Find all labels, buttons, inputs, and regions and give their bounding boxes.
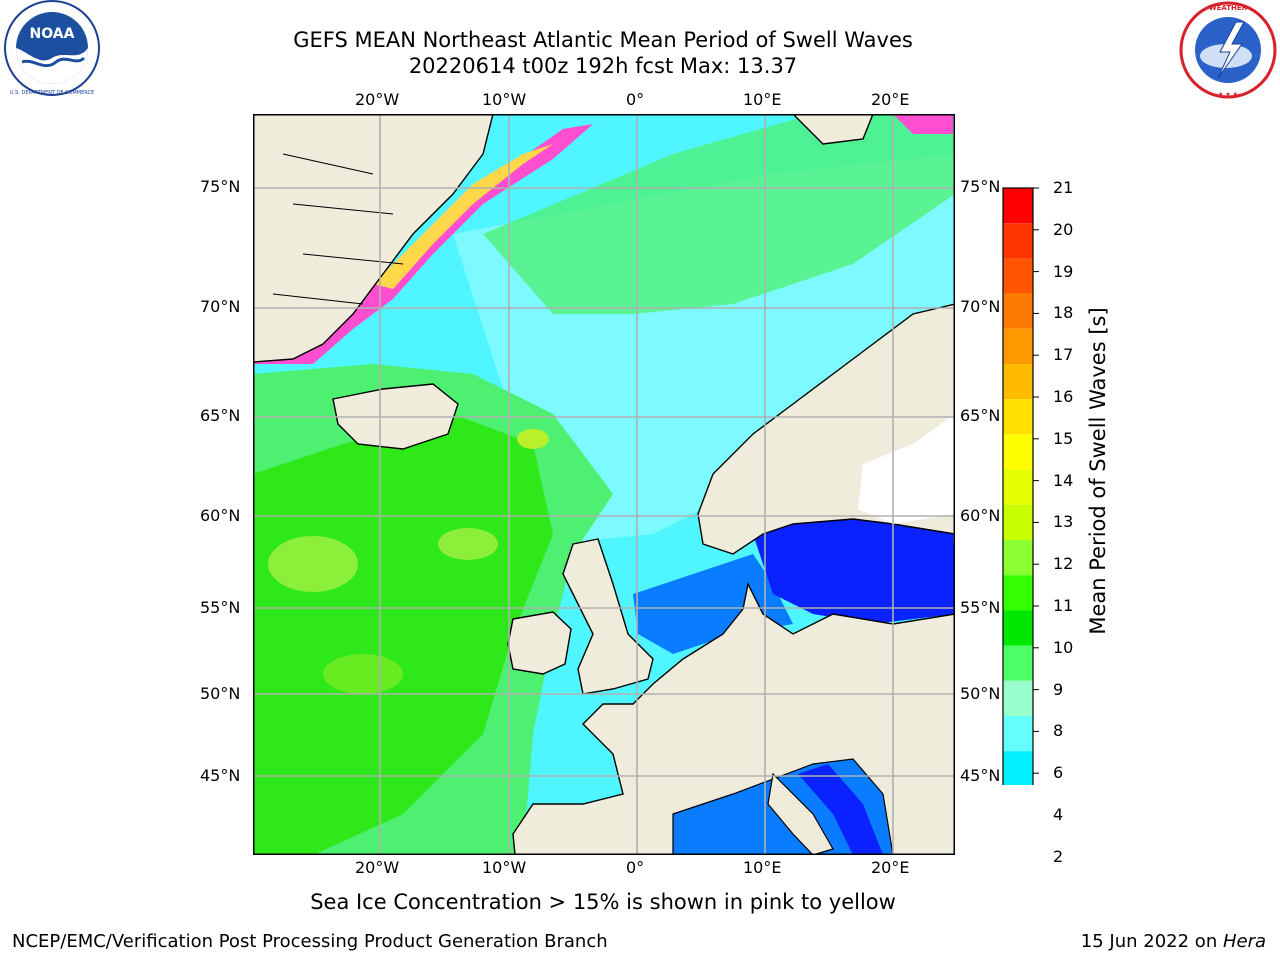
colorbar-tick-label: 15 [1053,428,1074,448]
colorbar-segment [1003,434,1033,470]
footer-host: Hera [1222,931,1266,952]
lat-tick-right: 45°N [960,766,1001,785]
colorbar-segment [1003,223,1033,259]
lat-tick-left: 70°N [200,297,241,316]
colorbar-segment [1003,504,1033,540]
lon-tick-bottom: 20°W [355,858,400,877]
lat-tick-left: 75°N [200,177,241,196]
colorbar-segment [1003,716,1033,752]
lon-tick-top: 0° [626,90,645,109]
lat-tick-right: 50°N [960,684,1001,703]
lon-tick-top: 20°E [871,90,910,109]
svg-text:U.S. DEPARTMENT OF COMMERCE: U.S. DEPARTMENT OF COMMERCE [10,90,94,96]
colorbar-tick-label: 4 [1053,805,1064,824]
colorbar-tick-label: 12 [1053,554,1074,574]
footer-date-text: 15 Jun 2022 on [1080,931,1223,952]
colorbar-segment [1003,645,1033,681]
colorbar-tick-label: 10 [1053,637,1074,657]
map-subtitle: 20220614 t00z 192h fcst Max: 13.37 [408,54,798,78]
colorbar [1002,187,1039,785]
footer-credit: NCEP/EMC/Verification Post Processing Pr… [12,931,608,952]
lat-tick-left: 55°N [200,598,241,617]
swell-zone-core [253,414,553,855]
colorbar-segment [1003,258,1033,294]
svg-text:★ ★ ★: ★ ★ ★ [1218,91,1238,98]
colorbar-segment [1003,751,1033,785]
map-title: GEFS MEAN Northeast Atlantic Mean Period… [293,28,913,52]
noaa-logo-text: NOAA [30,26,75,42]
land-greenland [253,114,494,363]
colorbar-segment [1003,328,1033,364]
lat-tick-right: 70°N [960,297,1001,316]
colorbar-tick-label: 14 [1053,470,1074,490]
land-ireland [507,611,572,675]
swell-zone-baltic [753,504,955,624]
lat-tick-left: 50°N [200,684,241,703]
colorbar-tick-label: 21 [1053,178,1074,197]
colorbar-tick-label: 2 [1053,846,1064,866]
colorbar-segment [1003,575,1033,611]
colorbar-segment [1003,364,1033,400]
lon-tick-top: 10°W [482,90,527,109]
lat-tick-left: 60°N [200,506,241,525]
swell-zone-north [483,114,955,314]
land-great-britain [562,538,654,695]
colorbar-segment [1003,680,1033,716]
lon-tick-top: 20°W [355,90,400,109]
colorbar-segment [1003,469,1033,505]
colorbar-label: Mean Period of Swell Waves [s] [1086,307,1110,635]
lon-tick-bottom: 10°W [482,858,527,877]
nws-logo: WEATHER ★ ★ ★ [1179,1,1277,99]
map-frame [253,114,955,855]
lat-tick-left: 45°N [200,766,241,785]
colorbar-tick-label: 18 [1053,303,1074,323]
colorbar-segment [1003,188,1033,224]
lon-tick-top: 10°E [743,90,782,109]
noaa-logo: NOAA U.S. DEPARTMENT OF COMMERCE [4,0,100,96]
footer-date: 15 Jun 2022 on Hera [1081,931,1266,952]
colorbar-tick-label: 17 [1053,345,1074,365]
swell-period-map [253,114,955,855]
colorbar-tick-label: 11 [1053,596,1074,615]
colorbar-segment [1003,399,1033,435]
colorbar-tick-label: 9 [1053,679,1064,699]
lat-tick-right: 75°N [960,177,1001,196]
colorbar-tick-label: 20 [1053,219,1074,239]
sea-ice-caption: Sea Ice Concentration > 15% is shown in … [310,890,896,914]
land-italy [767,772,834,855]
lat-tick-right: 65°N [960,406,1001,425]
lat-tick-right: 55°N [960,598,1001,617]
lon-tick-bottom: 10°E [743,858,782,877]
svg-text:WEATHER: WEATHER [1209,4,1248,12]
colorbar-tick-label: 6 [1053,763,1064,783]
colorbar-segment [1003,610,1033,646]
colorbar-tick-label: 13 [1053,512,1074,532]
lon-tick-bottom: 0° [626,858,645,877]
colorbar-segment [1003,540,1033,576]
land-svalbard [792,114,874,145]
lat-tick-left: 65°N [200,406,241,425]
lat-tick-right: 60°N [960,506,1001,525]
map-graticule [253,114,955,855]
colorbar-tick-label: 8 [1053,721,1064,741]
colorbar-segment [1003,293,1033,329]
colorbar-tick-label: 19 [1053,261,1074,281]
colorbar-tick-label: 16 [1053,387,1074,406]
lon-tick-bottom: 20°E [871,858,910,877]
